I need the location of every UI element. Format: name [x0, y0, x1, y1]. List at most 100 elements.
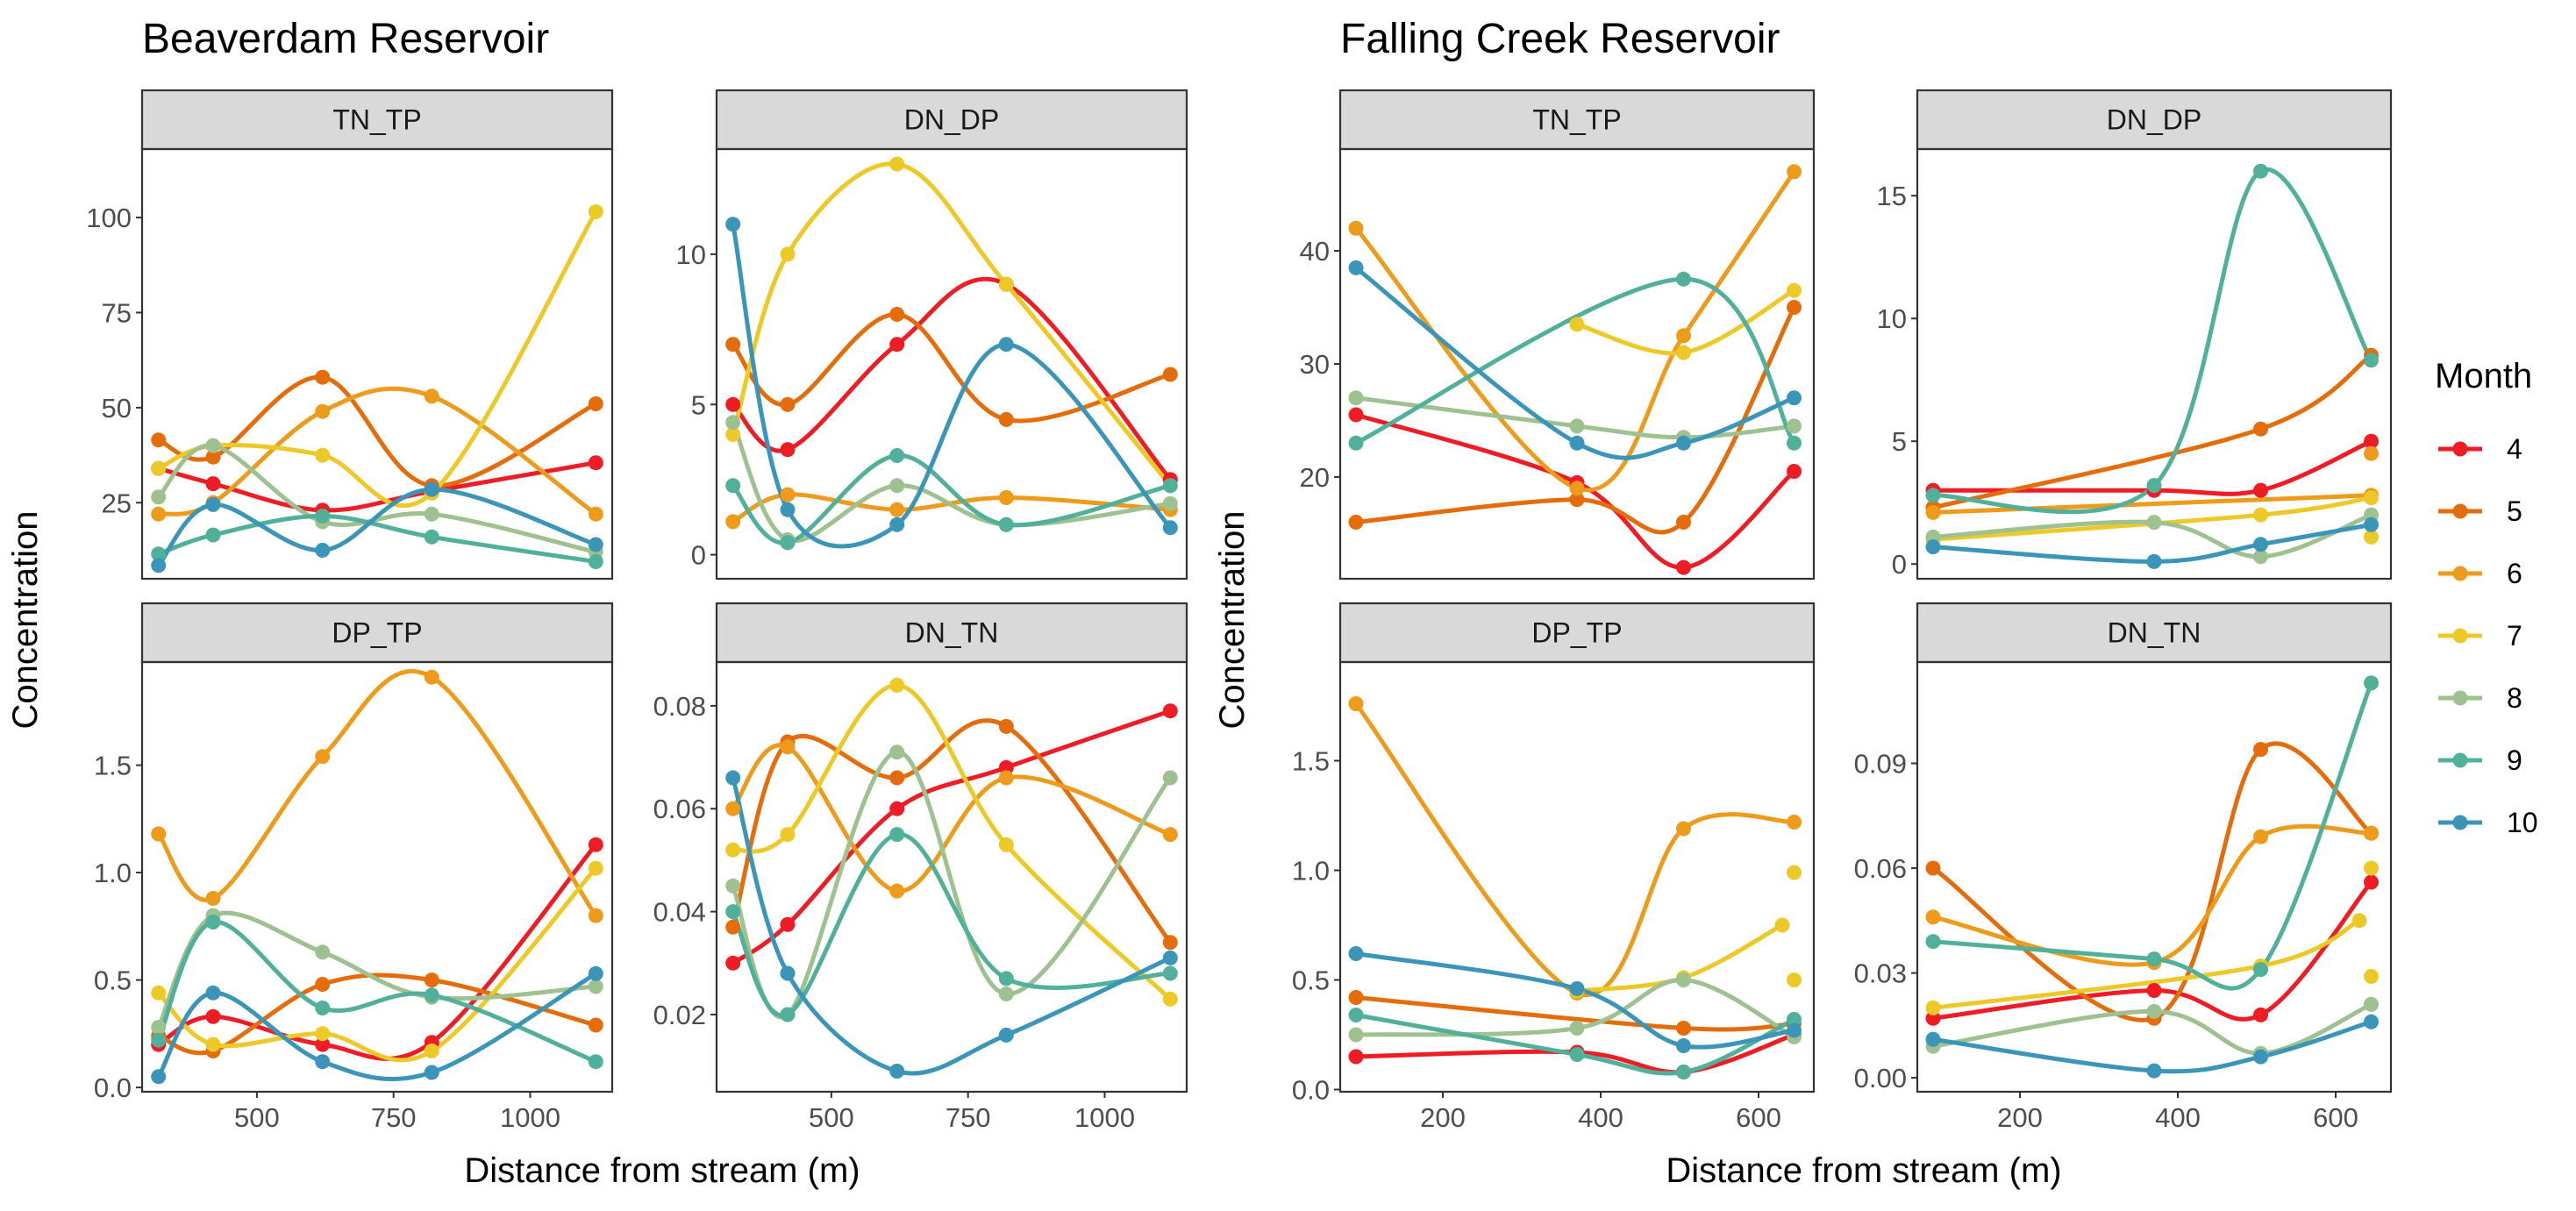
x-axis-label: Distance from stream (m) — [1666, 1151, 2061, 1190]
x-tick-label: 400 — [1578, 1102, 1623, 1133]
x-tick-label: 200 — [1997, 1102, 2043, 1133]
y-tick-label: 0.5 — [94, 965, 132, 996]
legend-key-point — [2452, 752, 2468, 768]
data-point — [1676, 515, 1691, 530]
y-tick-label: 0.5 — [1292, 965, 1330, 996]
data-point — [780, 916, 796, 932]
data-point — [889, 502, 905, 517]
data-point — [780, 535, 796, 551]
data-point — [1676, 1038, 1691, 1053]
data-point — [780, 502, 796, 517]
y-tick-label: 25 — [102, 488, 132, 518]
series-line-month-10 — [156, 971, 598, 1082]
x-tick-label: 500 — [809, 1102, 854, 1133]
series-line-month-5 — [156, 374, 598, 488]
data-point — [1348, 1027, 1364, 1043]
series-line-month-8 — [1930, 512, 2373, 559]
data-point — [151, 826, 167, 842]
y-tick-label: 5 — [1892, 426, 1907, 457]
data-point — [1787, 164, 1802, 180]
x-tick-label: 400 — [2155, 1102, 2201, 1133]
x-tick-label: 750 — [371, 1102, 417, 1133]
data-point — [2364, 1014, 2379, 1029]
data-point — [1162, 520, 1178, 536]
y-tick-label: 1.0 — [94, 858, 132, 888]
data-point — [1925, 504, 1941, 520]
legend-label: 5 — [2507, 495, 2522, 527]
legend-key-point — [2452, 690, 2468, 706]
data-point — [1925, 909, 1941, 925]
data-point — [998, 987, 1014, 1001]
data-point — [889, 677, 905, 693]
panel-border — [140, 660, 614, 1093]
data-point — [1162, 495, 1178, 511]
data-point — [1676, 435, 1691, 451]
panel-border — [715, 660, 1188, 1093]
x-tick-label: 600 — [2313, 1102, 2358, 1133]
data-point — [205, 438, 221, 453]
data-point — [151, 1069, 167, 1085]
series-line-month-8 — [1930, 1001, 2373, 1056]
data-point — [1348, 407, 1364, 423]
data-point — [1348, 990, 1364, 1005]
data-point — [889, 801, 905, 816]
panel-border — [1916, 660, 2393, 1093]
data-point — [2364, 996, 2379, 1012]
data-point — [151, 489, 167, 505]
data-point — [1676, 328, 1691, 344]
data-point — [1162, 770, 1178, 786]
data-point — [424, 529, 439, 545]
data-point — [424, 987, 439, 1003]
data-point — [780, 827, 796, 843]
data-point — [1348, 260, 1364, 275]
facet-strip-label: DN_TN — [905, 617, 999, 649]
facet-strip — [140, 89, 614, 151]
y-axis-label: Concentration — [1213, 510, 1252, 729]
y-tick-label: 0.04 — [653, 897, 706, 928]
data-point — [1774, 917, 1790, 933]
data-point — [424, 388, 439, 404]
y-tick-label: 1.5 — [94, 751, 132, 781]
data-point — [2146, 553, 2162, 569]
data-point — [1676, 1065, 1691, 1079]
data-point — [1162, 935, 1178, 951]
y-tick-label: 0.03 — [1854, 958, 1907, 989]
data-point — [725, 801, 741, 816]
legend-key-point — [2452, 441, 2468, 457]
data-point — [1787, 865, 1802, 880]
y-tick-label: 0.08 — [653, 691, 706, 722]
facet-strip-label: DN_DP — [904, 104, 999, 136]
facet-panel: TN_TP 20 30 40 — [1300, 89, 1816, 581]
legend-item: 4 — [2438, 433, 2522, 465]
data-point — [780, 246, 796, 262]
data-point — [1787, 390, 1802, 406]
y-tick-label: 1.5 — [1292, 746, 1330, 777]
series-line-month-7 — [1930, 918, 2362, 1010]
data-point — [1787, 435, 1802, 451]
legend-item: 8 — [2438, 682, 2522, 714]
legend-key-point — [2452, 815, 2468, 830]
data-point — [1348, 696, 1364, 711]
y-axis-label: Concentration — [6, 510, 45, 729]
data-point — [889, 744, 905, 760]
data-point — [889, 516, 905, 532]
data-point — [1787, 300, 1802, 315]
data-point — [588, 908, 603, 923]
data-point — [2364, 490, 2379, 506]
facet-panel: DP_TP 0.0 0.5 1.0 1.5 200 400 600 — [1292, 602, 1816, 1133]
data-point — [1787, 1022, 1802, 1038]
y-tick-label: 0.02 — [653, 1000, 706, 1030]
series-line-month-10 — [1353, 265, 1796, 460]
y-tick-label: 30 — [1300, 349, 1330, 380]
y-tick-label: 5 — [691, 389, 706, 420]
data-point — [1348, 1008, 1364, 1022]
legend-label: 7 — [2507, 620, 2522, 652]
y-tick-label: 1.0 — [1292, 856, 1330, 887]
series-line-month-9 — [156, 513, 598, 564]
data-point — [1162, 703, 1178, 719]
data-point — [725, 415, 741, 431]
series-line-month-8 — [1353, 395, 1796, 440]
data-point — [1569, 481, 1585, 496]
data-point — [1569, 981, 1585, 996]
